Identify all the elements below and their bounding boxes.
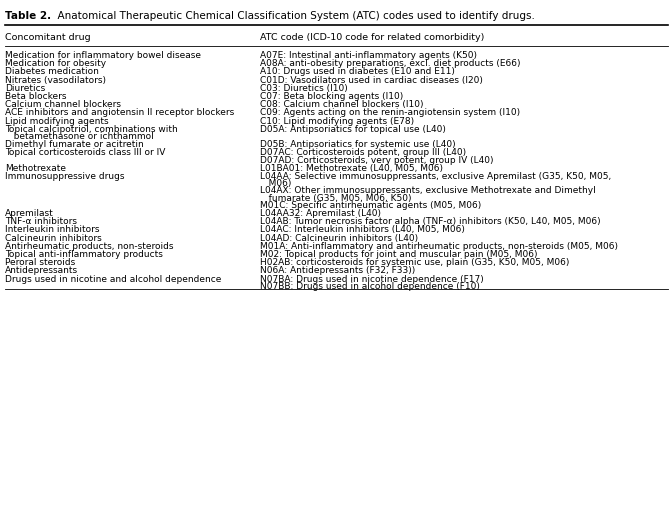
Text: L04AX: Other immunosuppressants, exclusive Methotrexate and Dimethyl: L04AX: Other immunosuppressants, exclusi… [260, 187, 595, 195]
Text: Peroral steroids: Peroral steroids [5, 258, 76, 267]
Text: Concomitant drug: Concomitant drug [5, 33, 91, 42]
Text: Antirheumatic products, non-steroids: Antirheumatic products, non-steroids [5, 242, 174, 251]
Text: C01D: Vasodilators used in cardiac diseases (I20): C01D: Vasodilators used in cardiac disea… [260, 76, 482, 85]
Text: betamethasone or ichthammol: betamethasone or ichthammol [5, 132, 154, 141]
Text: L04AC: Interleukin inhibitors (L40, M05, M06): L04AC: Interleukin inhibitors (L40, M05,… [260, 226, 464, 234]
Text: A07E: Intestinal anti-inflammatory agents (K50): A07E: Intestinal anti-inflammatory agent… [260, 51, 476, 60]
Text: C03: Diuretics (I10): C03: Diuretics (I10) [260, 84, 347, 93]
Text: M02: Topical products for joint and muscular pain (M05, M06): M02: Topical products for joint and musc… [260, 250, 537, 259]
Text: Diabetes medication: Diabetes medication [5, 68, 99, 77]
Text: Antidepressants: Antidepressants [5, 266, 78, 276]
Text: Beta blockers: Beta blockers [5, 92, 67, 101]
Text: ACE inhibitors and angiotensin II receptor blockers: ACE inhibitors and angiotensin II recept… [5, 108, 235, 118]
Text: C10: Lipid modifying agents (E78): C10: Lipid modifying agents (E78) [260, 117, 413, 126]
Text: Topical calcipotriol, combinations with: Topical calcipotriol, combinations with [5, 125, 178, 134]
Text: Anatomical Therapeutic Chemical Classification System (ATC) codes used to identi: Anatomical Therapeutic Chemical Classifi… [51, 11, 535, 21]
Text: Medication for obesity: Medication for obesity [5, 59, 106, 68]
Text: Interleukin inhibitors: Interleukin inhibitors [5, 226, 100, 234]
Text: D05A: Antipsoriatics for topical use (L40): D05A: Antipsoriatics for topical use (L4… [260, 125, 446, 134]
Text: L04AD: Calcineurin inhibitors (L40): L04AD: Calcineurin inhibitors (L40) [260, 233, 417, 243]
Text: Drugs used in nicotine and alcohol dependence: Drugs used in nicotine and alcohol depen… [5, 275, 221, 283]
Text: A10: Drugs used in diabetes (E10 and E11): A10: Drugs used in diabetes (E10 and E11… [260, 68, 454, 77]
Text: Apremilast: Apremilast [5, 209, 54, 218]
Text: M01A: Anti-inflammatory and antirheumatic products, non-steroids (M05, M06): M01A: Anti-inflammatory and antirheumati… [260, 242, 617, 251]
Text: fumarate (G35, M05, M06, K50): fumarate (G35, M05, M06, K50) [260, 194, 411, 203]
Text: N07BA: Drugs used in nicotine dependence (F17): N07BA: Drugs used in nicotine dependence… [260, 275, 483, 283]
Text: Medication for inflammatory bowel disease: Medication for inflammatory bowel diseas… [5, 51, 201, 60]
Text: Topical anti-inflammatory products: Topical anti-inflammatory products [5, 250, 163, 259]
Text: N07BB: Drugs used in alcohol dependence (F10): N07BB: Drugs used in alcohol dependence … [260, 282, 480, 291]
Text: Nitrates (vasodilators): Nitrates (vasodilators) [5, 76, 106, 85]
Text: M01C: Specific antirheumatic agents (M05, M06): M01C: Specific antirheumatic agents (M05… [260, 201, 481, 210]
Text: L01BA01: Methotrexate (L40, M05, M06): L01BA01: Methotrexate (L40, M05, M06) [260, 164, 443, 173]
Text: L04AA32: Apremilast (L40): L04AA32: Apremilast (L40) [260, 209, 381, 218]
Text: N06A: Antidepressants (F32, F33)): N06A: Antidepressants (F32, F33)) [260, 266, 415, 276]
Text: C07: Beta blocking agents (I10): C07: Beta blocking agents (I10) [260, 92, 403, 101]
Text: D07AD: Corticosteroids, very potent, group IV (L40): D07AD: Corticosteroids, very potent, gro… [260, 156, 493, 165]
Text: Table 2.: Table 2. [5, 11, 52, 21]
Text: D07AC: Corticosteroids potent, group III (L40): D07AC: Corticosteroids potent, group III… [260, 148, 466, 157]
Text: Topical corticosteroids class III or IV: Topical corticosteroids class III or IV [5, 148, 166, 157]
Text: C09: Agents acting on the renin-angiotensin system (I10): C09: Agents acting on the renin-angioten… [260, 108, 520, 118]
Text: Immunosuppressive drugs: Immunosuppressive drugs [5, 172, 125, 181]
Text: Dimethyl fumarate or acitretin: Dimethyl fumarate or acitretin [5, 140, 144, 150]
Text: A08A: anti-obesity preparations, excl. diet products (E66): A08A: anti-obesity preparations, excl. d… [260, 59, 520, 68]
Text: M06): M06) [260, 179, 291, 188]
Text: Calcineurin inhibitors: Calcineurin inhibitors [5, 233, 102, 243]
Text: ATC code (ICD-10 code for related comorbidity): ATC code (ICD-10 code for related comorb… [260, 33, 484, 42]
Text: C08: Calcium channel blockers (I10): C08: Calcium channel blockers (I10) [260, 101, 423, 109]
Text: TNF-α inhibitors: TNF-α inhibitors [5, 217, 78, 226]
Text: Methotrexate: Methotrexate [5, 164, 66, 173]
Text: Diuretics: Diuretics [5, 84, 45, 93]
Text: Lipid modifying agents: Lipid modifying agents [5, 117, 109, 126]
Text: L04AB: Tumor necrosis factor alpha (TNF-α) inhibitors (K50, L40, M05, M06): L04AB: Tumor necrosis factor alpha (TNF-… [260, 217, 600, 226]
Text: Calcium channel blockers: Calcium channel blockers [5, 101, 121, 109]
Text: D05B: Antipsoriatics for systemic use (L40): D05B: Antipsoriatics for systemic use (L… [260, 140, 455, 150]
Text: H02AB: corticosteroids for systemic use, plain (G35, K50, M05, M06): H02AB: corticosteroids for systemic use,… [260, 258, 569, 267]
Text: L04AA: Selective immunosuppressants, exclusive Apremilast (G35, K50, M05,: L04AA: Selective immunosuppressants, exc… [260, 172, 611, 181]
